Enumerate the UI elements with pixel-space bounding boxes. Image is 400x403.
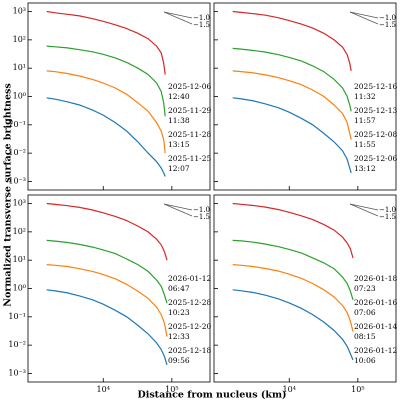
slope-label: −1.5 — [379, 213, 396, 221]
series-label: 2025-11-29 — [168, 106, 211, 115]
slope-label: −1.5 — [379, 21, 396, 29]
slope-label: −1.0 — [379, 206, 396, 214]
series-line — [232, 10, 352, 72]
series-line — [232, 70, 352, 140]
slope-ref — [163, 203, 193, 211]
x-axis-label: Distance from nucleus (km) — [137, 390, 286, 401]
slope-ref — [163, 11, 193, 19]
y-tick-label: 10² — [13, 35, 26, 44]
y-tick-label: 10³ — [13, 199, 26, 208]
series-line — [232, 264, 354, 332]
series-label: 2026-01-16 — [354, 298, 397, 307]
series-line — [46, 97, 166, 177]
y-tick-label: 10⁻¹ — [8, 120, 26, 129]
series-line — [46, 239, 168, 304]
series-label: 12:33 — [168, 332, 190, 341]
series-label: 06:47 — [168, 284, 190, 293]
slope-ref — [349, 11, 379, 25]
slope-ref — [349, 203, 379, 211]
slope-label: −1.5 — [193, 213, 210, 221]
x-tick-label: 10⁵ — [351, 385, 364, 394]
series-label: 07:06 — [354, 308, 376, 317]
y-tick-label: 10¹ — [13, 255, 26, 264]
slope-label: −1.5 — [193, 21, 210, 29]
slope-ref — [349, 11, 379, 19]
series-label: 11:32 — [354, 92, 376, 101]
series-label: 2025-12-06 — [354, 154, 397, 163]
series-label: 2025-12-28 — [168, 298, 211, 307]
series-label: 11:55 — [354, 140, 376, 149]
series-label: 2025-12-20 — [168, 322, 211, 331]
y-tick-label: 10⁻² — [8, 340, 26, 349]
y-tick-label: 10⁻³ — [8, 368, 26, 377]
y-tick-label: 10⁻² — [8, 148, 26, 157]
series-label: 13:12 — [354, 164, 376, 173]
series-line — [232, 239, 354, 300]
slope-ref — [349, 203, 379, 217]
y-tick-label: 10⁻³ — [8, 176, 26, 185]
series-line — [46, 264, 168, 337]
series-label: 2026-01-18 — [354, 274, 397, 283]
series-label: 2025-12-06 — [168, 82, 211, 91]
series-line — [46, 70, 166, 154]
series-label: 11:38 — [168, 116, 190, 125]
series-label: 2025-12-13 — [354, 106, 397, 115]
x-tick-label: 10⁴ — [283, 385, 296, 394]
series-label: 12:07 — [168, 164, 190, 173]
series-label: 07:23 — [354, 284, 376, 293]
series-line — [232, 202, 354, 259]
series-line — [46, 45, 166, 117]
series-label: 11:57 — [354, 116, 376, 125]
y-axis-label: Normalized transverse surface brightness — [3, 83, 14, 306]
series-label: 08:15 — [354, 332, 376, 341]
slope-label: −1.0 — [193, 206, 210, 214]
series-line — [46, 10, 166, 75]
y-tick-label: 10³ — [13, 7, 26, 16]
series-label: 10:06 — [354, 356, 376, 365]
series-label: 2025-12-18 — [168, 346, 211, 355]
series-line — [232, 97, 352, 174]
series-label: 2025-12-16 — [354, 82, 397, 91]
series-line — [232, 47, 352, 112]
series-label: 2025-12-08 — [354, 130, 397, 139]
slope-label: −1.0 — [379, 14, 396, 22]
y-tick-label: 10⁰ — [13, 284, 26, 293]
y-tick-label: 10² — [13, 227, 26, 236]
series-label: 2025-11-28 — [168, 130, 211, 139]
series-label: 09:56 — [168, 356, 190, 365]
y-tick-label: 10⁰ — [13, 92, 26, 101]
slope-label: −1.0 — [193, 14, 210, 22]
x-tick-label: 10⁴ — [97, 385, 110, 394]
series-line — [232, 289, 354, 361]
series-label: 12:40 — [168, 92, 190, 101]
y-tick-label: 10⁻¹ — [8, 312, 26, 321]
series-label: 10:23 — [168, 308, 190, 317]
slope-ref — [163, 11, 193, 25]
series-label: 2026-01-12 — [168, 274, 211, 283]
series-label: 2025-11-25 — [168, 154, 211, 163]
series-line — [46, 202, 168, 261]
slope-ref — [163, 203, 193, 217]
series-label: 13:15 — [168, 140, 190, 149]
series-label: 2026-01-14 — [354, 322, 397, 331]
series-label: 2026-01-12 — [354, 346, 397, 355]
y-tick-label: 10¹ — [13, 63, 26, 72]
series-line — [46, 289, 168, 366]
x-tick-label: 10⁵ — [165, 385, 178, 394]
